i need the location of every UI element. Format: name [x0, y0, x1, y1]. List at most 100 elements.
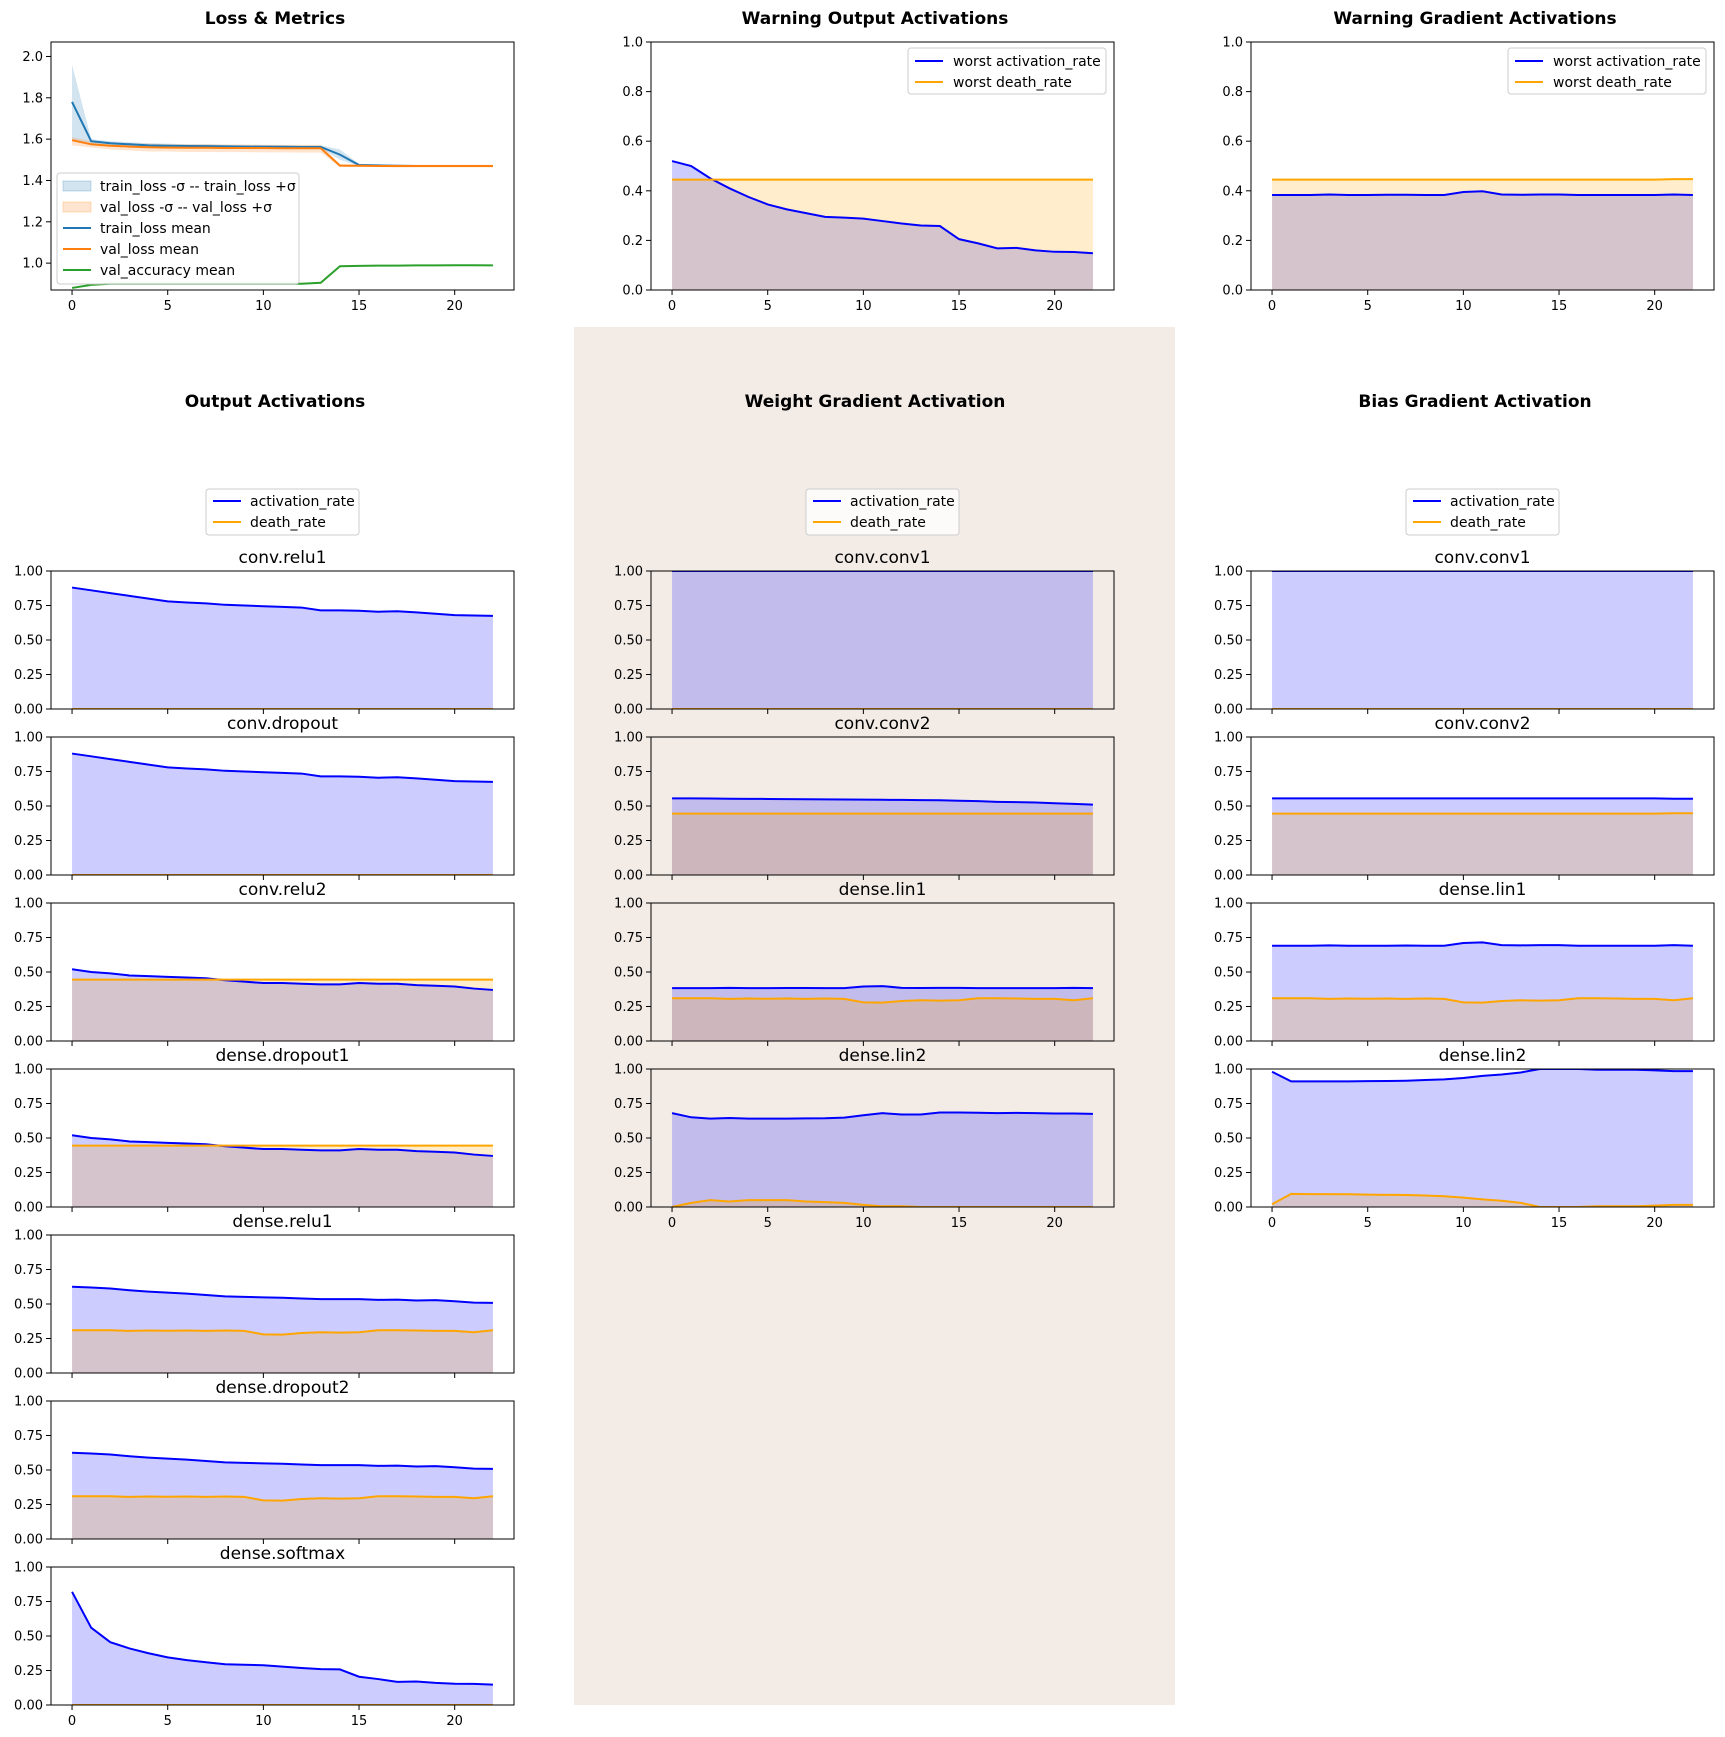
- activation-area: [72, 587, 493, 709]
- y-tick-label: 0.00: [1214, 869, 1243, 884]
- y-tick-label: 2.0: [22, 50, 43, 65]
- x-tick-label: 15: [951, 299, 968, 314]
- y-tick-label: 0.0: [1222, 284, 1243, 299]
- loss-legend: train_loss -σ -- train_loss +σ val_loss -…: [56, 172, 300, 285]
- plot-area: [671, 160, 1094, 290]
- y-tick-label: 0.8: [1222, 85, 1243, 100]
- y-tick-label: 1.00: [14, 1229, 43, 1244]
- x-tick-label: 15: [351, 299, 368, 314]
- activation-line: [71, 752, 493, 783]
- death-line: [1272, 997, 1694, 1004]
- x-tick-label: 10: [255, 1714, 272, 1729]
- y-tick-label: 0.75: [614, 599, 643, 614]
- activation-area: [672, 986, 1093, 1041]
- death-area: [72, 1496, 493, 1539]
- y-tick-label: 0.50: [1214, 1132, 1243, 1147]
- activation-line: [1271, 1069, 1693, 1083]
- chart-w-dense-lin2: 0.00 0.25 0.50 0.75 1.00 0 5 10 15 20 dense.lin2: [614, 1046, 1115, 1231]
- axes-frame: [650, 41, 1115, 291]
- chart-w-conv-conv1: 0.00 0.25 0.50 0.75 1.00 conv.conv1: [614, 548, 1115, 718]
- warning-gradient-title: Warning Gradient Activations: [1333, 9, 1616, 29]
- output-activations-header: Output Activations: [185, 392, 366, 412]
- y-tick-label: 0.00: [14, 1201, 43, 1216]
- activation-line: [1272, 941, 1693, 947]
- subplot-title: dense.dropout1: [216, 1046, 350, 1066]
- plot-area: [1272, 797, 1693, 875]
- death-line: [1271, 1192, 1693, 1207]
- activation-line: [71, 1591, 493, 1686]
- y-tick-label: 0.50: [614, 966, 643, 981]
- y-tick-label: 0.75: [1214, 765, 1243, 780]
- y-tick-label: 1.00: [14, 897, 43, 912]
- y-tick-label: 0.4: [622, 184, 643, 199]
- chart-out-conv-dropout: 0.00 0.25 0.50 0.75 1.00 conv.dropout: [14, 714, 515, 884]
- weight-gradient-legend: activation_rate death_rate: [805, 488, 960, 536]
- legend-label: train_loss mean: [100, 221, 211, 237]
- band-1: [72, 137, 493, 168]
- x-tick-label: 20: [446, 1714, 463, 1729]
- plot-area: [671, 1111, 1093, 1207]
- x-tick-label: 10: [855, 1216, 872, 1231]
- activation-line: [672, 797, 1093, 806]
- plot-area: [72, 1285, 494, 1373]
- subplot-title: conv.conv2: [1434, 714, 1530, 734]
- subplot-title: dense.lin2: [839, 1046, 927, 1066]
- series-line-1: [71, 139, 493, 167]
- y-tick-label: 1.00: [1214, 1063, 1243, 1078]
- death-area: [672, 998, 1093, 1041]
- y-tick-label: 0.75: [14, 1097, 43, 1112]
- y-tick-label: 1.0: [22, 257, 43, 272]
- subplot-title: conv.relu1: [238, 548, 326, 568]
- y-tick-label: 0.00: [1214, 1201, 1243, 1216]
- bias-gradient-header: Bias Gradient Activation: [1358, 392, 1591, 412]
- chart-b-dense-lin1: 0.00 0.25 0.50 0.75 1.00 dense.lin1: [1214, 880, 1715, 1050]
- legend-band-swatch: [62, 180, 92, 192]
- y-tick-label: 0.0: [622, 284, 643, 299]
- y-tick-label: 0.25: [1214, 1000, 1243, 1015]
- activation-line: [1272, 190, 1693, 197]
- death-line: [672, 997, 1094, 1004]
- x-tick-label: 20: [446, 299, 463, 314]
- y-tick-label: 0.25: [614, 834, 643, 849]
- chart-out-dense-dropout2: 0.00 0.25 0.50 0.75 1.00 dense.dropout2: [14, 1378, 515, 1548]
- y-tick-label: 1.6: [22, 133, 43, 148]
- y-tick-label: 0.50: [14, 966, 43, 981]
- x-tick-label: 20: [1046, 1216, 1063, 1231]
- plot-area: [71, 752, 493, 875]
- y-tick-label: 0.6: [622, 135, 643, 150]
- legend-label: val_loss -σ -- val_loss +σ: [100, 200, 272, 216]
- legend-activation-rate: activation_rate: [850, 494, 955, 510]
- death-area: [1272, 813, 1693, 875]
- plot-area: [71, 1134, 494, 1207]
- activation-line: [72, 1285, 493, 1304]
- death-area: [672, 1200, 1093, 1207]
- activation-area: [672, 571, 1093, 709]
- x-tick-label: 5: [764, 299, 772, 314]
- x-tick-label: 15: [1551, 299, 1568, 314]
- y-tick-label: 1.00: [614, 897, 643, 912]
- death-area: [1272, 179, 1693, 290]
- x-tick-label: 0: [68, 299, 76, 314]
- y-tick-label: 0.00: [1214, 1035, 1243, 1050]
- y-tick-label: 1.00: [614, 565, 643, 580]
- x-tick-label: 20: [1046, 299, 1063, 314]
- y-tick-label: 0.25: [1214, 668, 1243, 683]
- activation-line: [72, 1451, 493, 1470]
- plot-area: [1272, 178, 1693, 290]
- x-tick-label: 5: [164, 1714, 172, 1729]
- chart-warn-out: 0.0 0.2 0.4 0.6 0.8 1.0 0 5 10 15 20 worst activati…: [622, 36, 1115, 314]
- y-tick-label: 0.8: [622, 85, 643, 100]
- bias-gradient-legend: activation_rate death_rate: [1405, 488, 1560, 536]
- x-tick-label: 15: [351, 1714, 368, 1729]
- chart-out-conv-relu1: 0.00 0.25 0.50 0.75 1.00 conv.relu1: [14, 548, 515, 718]
- death-line: [72, 1329, 494, 1336]
- plot-area: [72, 1451, 494, 1539]
- y-tick-label: 1.2: [22, 215, 43, 230]
- activation-area: [72, 969, 493, 1041]
- y-tick-label: 0.50: [614, 1132, 643, 1147]
- legend-label: worst death_rate: [953, 75, 1072, 91]
- subplot-title: conv.relu2: [238, 880, 326, 900]
- legend-band-swatch: [62, 201, 92, 213]
- legend-activation-rate: activation_rate: [250, 494, 355, 510]
- activation-area: [672, 798, 1093, 875]
